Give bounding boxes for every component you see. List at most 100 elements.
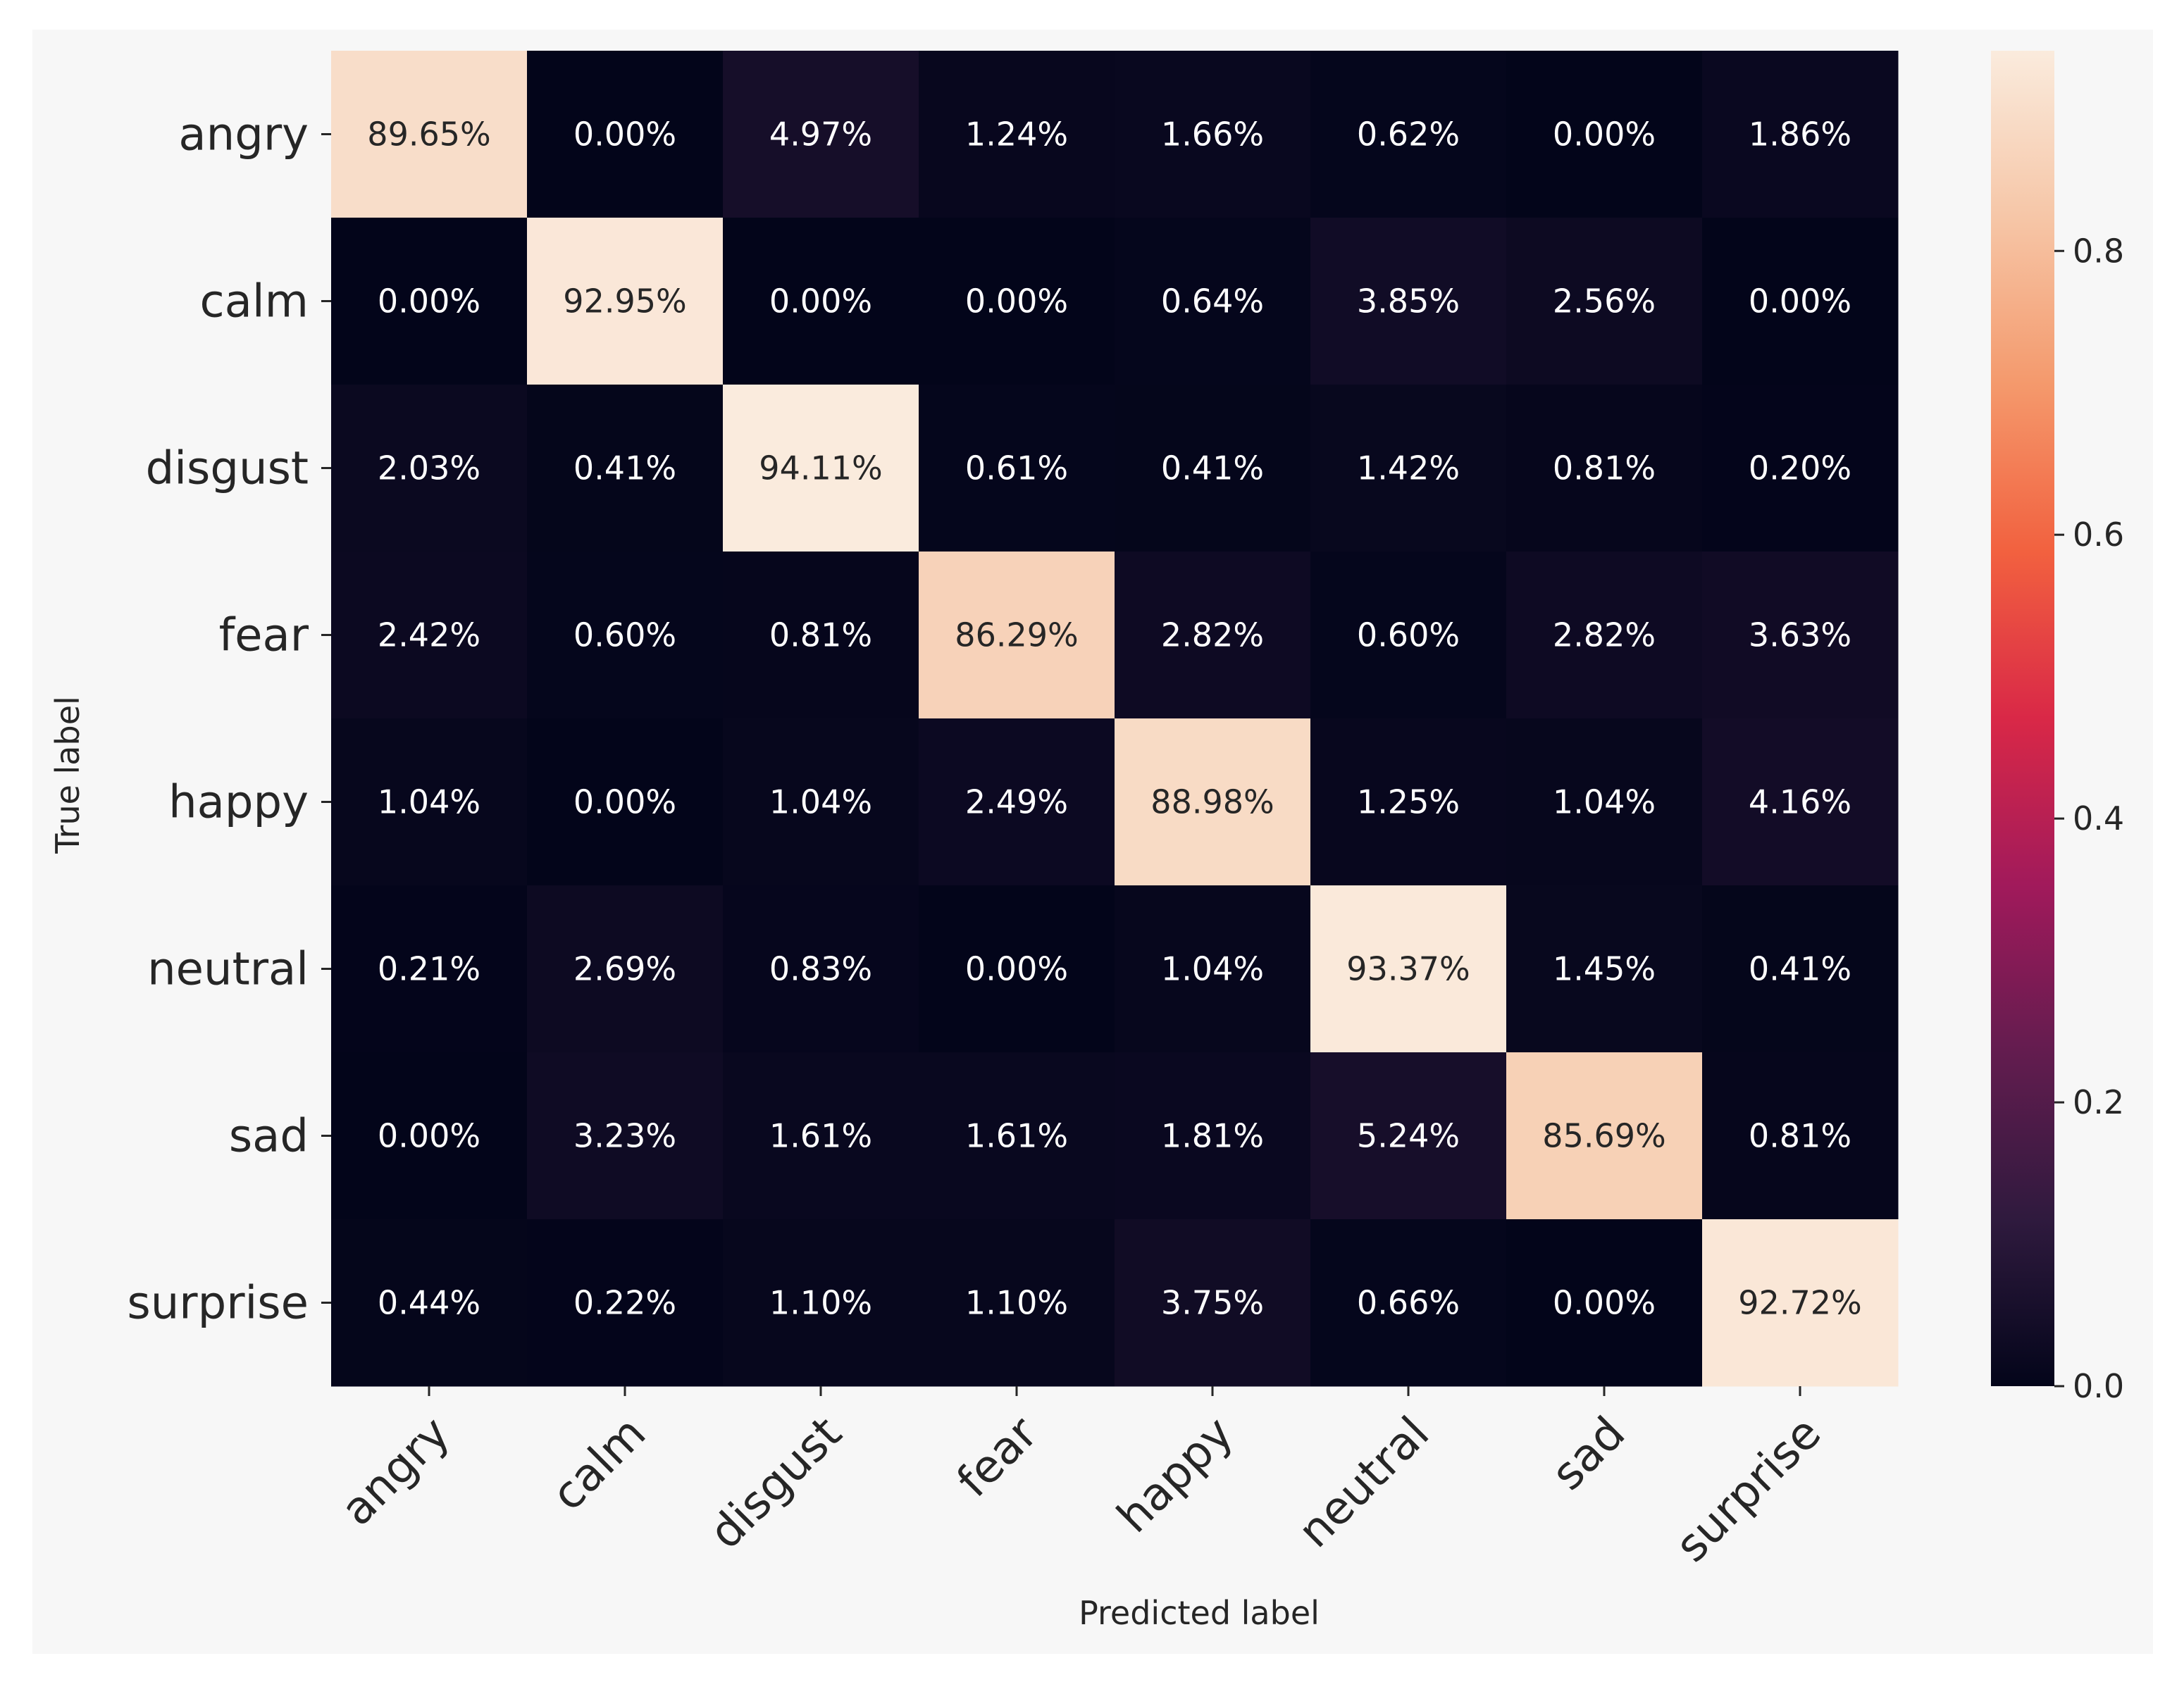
x-tick-label-neutral: neutral (1289, 1407, 1439, 1558)
cell-label: 5.24% (1357, 1117, 1460, 1155)
x-tick-label-fear: fear (948, 1407, 1048, 1507)
cell-label: 1.24% (965, 116, 1068, 154)
colorbar-tick-label: 0.2 (2073, 1083, 2124, 1121)
x-tick-label-happy: happy (1107, 1407, 1243, 1543)
heatmap-cell-angry-fear (919, 51, 1115, 218)
x-tick-label-angry: angry (331, 1407, 460, 1536)
cell-label: 2.82% (1161, 616, 1264, 654)
colorbar-tick-label: 0.4 (2073, 799, 2124, 837)
x-axis-title: Predicted label (1079, 1594, 1320, 1632)
heatmap-cell-calm-surprise (1702, 218, 1899, 385)
heatmap-cell-surprise-disgust (723, 1219, 919, 1387)
y-tick-label-happy: happy (168, 777, 309, 829)
heatmap-cell-surprise-angry (331, 1219, 528, 1387)
cell-label: 93.37% (1346, 950, 1470, 988)
cell-label: 0.00% (1553, 1284, 1656, 1322)
colorbar-tick-label: 0.8 (2073, 232, 2124, 270)
colorbar (1991, 51, 2054, 1386)
heatmap-cell-happy-neutral (1310, 718, 1507, 886)
heatmap-cell-sad-calm (527, 1052, 724, 1220)
x-tick-label-sad: sad (1542, 1407, 1635, 1500)
heatmap-cell-fear-fear (919, 552, 1115, 719)
cell-label: 2.42% (378, 616, 480, 654)
cell-label: 0.66% (1357, 1284, 1460, 1322)
cell-label: 3.63% (1749, 616, 1851, 654)
cell-label: 2.49% (965, 783, 1068, 821)
heatmap-cell-neutral-angry (331, 885, 528, 1053)
heatmap-cell-sad-happy (1115, 1052, 1311, 1220)
cell-label: 2.69% (573, 950, 676, 988)
cell-label: 92.72% (1738, 1284, 1861, 1322)
heatmap-cell-fear-calm (527, 552, 724, 719)
heatmap-cell-fear-happy (1115, 552, 1311, 719)
heatmap-cell-disgust-happy (1115, 385, 1311, 552)
cell-label: 0.00% (965, 282, 1068, 320)
y-tick-label-angry: angry (178, 109, 309, 161)
cell-label: 0.00% (965, 950, 1068, 988)
cell-label: 0.00% (573, 783, 676, 821)
x-tick-label-surprise: surprise (1666, 1407, 1832, 1573)
heatmap-cell-calm-happy (1115, 218, 1311, 385)
heatmap-cell-calm-calm (527, 218, 724, 385)
y-tick-label-surprise: surprise (127, 1278, 309, 1330)
heatmap-cell-neutral-sad (1506, 885, 1703, 1053)
heatmap-cell-sad-surprise (1702, 1052, 1899, 1220)
heatmap-cell-sad-fear (919, 1052, 1115, 1220)
heatmap-cell-neutral-fear (919, 885, 1115, 1053)
y-tick-label-disgust: disgust (146, 443, 309, 495)
heatmap-cell-sad-disgust (723, 1052, 919, 1220)
cell-label: 3.75% (1161, 1284, 1264, 1322)
colorbar-tick-label: 0.0 (2073, 1367, 2124, 1405)
heatmap-cell-surprise-calm (527, 1219, 724, 1387)
cell-label: 0.41% (573, 449, 676, 487)
heatmap-cell-disgust-surprise (1702, 385, 1899, 552)
cell-label: 1.42% (1357, 449, 1460, 487)
cell-label: 85.69% (1542, 1117, 1665, 1155)
cell-label: 0.00% (573, 116, 676, 154)
cell-label: 94.11% (759, 449, 882, 487)
cell-label: 0.20% (1749, 449, 1851, 487)
cell-label: 0.00% (1553, 116, 1656, 154)
heatmap-cell-happy-disgust (723, 718, 919, 886)
heatmap-cell-disgust-calm (527, 385, 724, 552)
cell-label: 1.61% (769, 1117, 872, 1155)
heatmap-cell-disgust-sad (1506, 385, 1703, 552)
heatmap-cell-neutral-neutral (1310, 885, 1507, 1053)
heatmap-cell-neutral-calm (527, 885, 724, 1053)
cell-label: 0.41% (1161, 449, 1264, 487)
cell-label: 0.00% (1749, 282, 1851, 320)
cell-label: 3.85% (1357, 282, 1460, 320)
cell-label: 1.25% (1357, 783, 1460, 821)
heatmap-cell-surprise-happy (1115, 1219, 1311, 1387)
cell-label: 0.00% (769, 282, 872, 320)
heatmap-cell-angry-sad (1506, 51, 1703, 218)
cell-label: 4.16% (1749, 783, 1851, 821)
cell-label: 0.64% (1161, 282, 1264, 320)
cell-label: 0.00% (378, 282, 480, 320)
y-tick-label-fear: fear (219, 610, 309, 662)
heatmap-cell-angry-surprise (1702, 51, 1899, 218)
cell-label: 1.04% (1161, 950, 1264, 988)
heatmap-cell-sad-sad (1506, 1052, 1703, 1220)
cell-label: 0.22% (573, 1284, 676, 1322)
cell-label: 1.45% (1553, 950, 1656, 988)
heatmap-cell-happy-calm (527, 718, 724, 886)
heatmap-cell-neutral-happy (1115, 885, 1311, 1053)
heatmap-cell-angry-calm (527, 51, 724, 218)
cell-label: 0.81% (1553, 449, 1656, 487)
heatmap-cell-calm-disgust (723, 218, 919, 385)
cell-label: 1.04% (769, 783, 872, 821)
heatmap-cell-calm-angry (331, 218, 528, 385)
cell-label: 1.81% (1161, 1117, 1264, 1155)
heatmap-cell-happy-surprise (1702, 718, 1899, 886)
heatmap-cell-disgust-fear (919, 385, 1115, 552)
cell-label: 0.62% (1357, 116, 1460, 154)
cell-label: 0.41% (1749, 950, 1851, 988)
heatmap-cell-fear-surprise (1702, 552, 1899, 719)
colorbar-tick-label: 0.6 (2073, 516, 2124, 554)
cell-label: 3.23% (573, 1117, 676, 1155)
cell-label: 1.04% (378, 783, 480, 821)
heatmap-cell-angry-neutral (1310, 51, 1507, 218)
cell-label: 1.61% (965, 1117, 1068, 1155)
